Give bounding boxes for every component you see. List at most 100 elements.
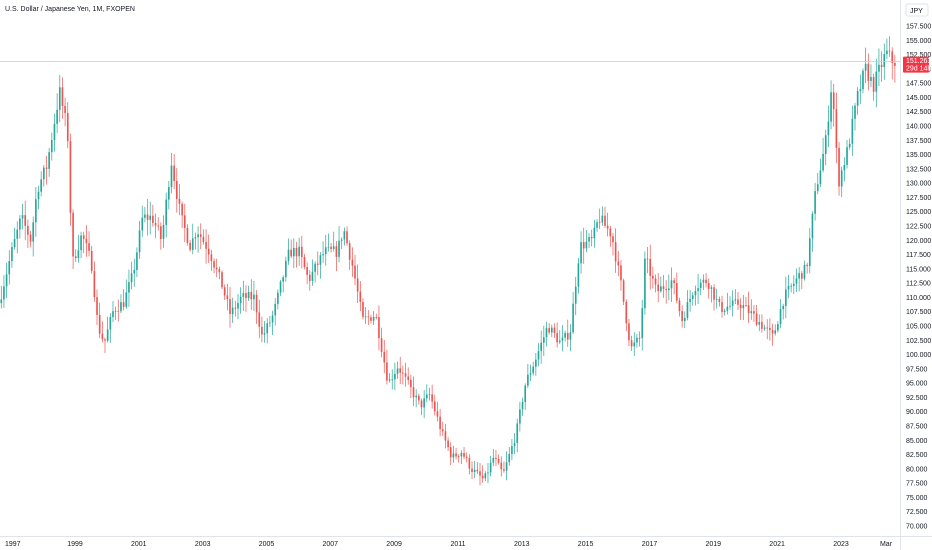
candle: [218, 266, 221, 280]
candle-body: [721, 302, 723, 313]
candle: [811, 211, 814, 252]
candle-body: [90, 250, 93, 272]
price-axis-tick-label: 100.000: [906, 352, 931, 359]
candle: [439, 408, 441, 437]
candle: [316, 251, 319, 276]
candle: [481, 465, 484, 483]
candle: [673, 277, 675, 295]
candle: [782, 303, 785, 320]
candle-body: [82, 235, 85, 239]
candle: [556, 322, 558, 348]
candle-body: [279, 281, 282, 293]
candle-body: [800, 273, 803, 279]
candle-body: [808, 238, 811, 267]
candle: [255, 290, 258, 324]
candle: [729, 296, 731, 310]
candle-body: [106, 329, 109, 341]
candle: [870, 64, 872, 88]
candle: [880, 51, 883, 82]
candle-body: [503, 469, 505, 471]
candle-body: [750, 311, 753, 314]
candle: [585, 230, 588, 253]
candle: [612, 232, 614, 256]
candle-body: [487, 472, 489, 474]
candle-body: [870, 77, 872, 81]
candle: [763, 324, 766, 331]
candle-body: [883, 54, 886, 67]
candle: [35, 186, 37, 237]
candle: [372, 311, 375, 325]
time-axis[interactable]: 1997 1999 2001 2003 2005 2007 2009 2011 2013 2015…: [5, 541, 893, 548]
candle-body: [561, 337, 564, 341]
candle: [85, 225, 88, 257]
candle: [548, 322, 550, 335]
candle-body: [378, 317, 380, 339]
price-axis-tick-label: 80.000: [906, 466, 928, 473]
candle-body: [689, 298, 691, 303]
candle-body: [766, 327, 769, 329]
price-axis[interactable]: 70.000 72.500 75.000 77.500 80.000 82.500 85.0…: [906, 24, 931, 531]
candle-body: [795, 278, 798, 284]
candle: [527, 363, 529, 389]
candle: [66, 102, 69, 149]
candle: [285, 256, 287, 282]
candle: [758, 314, 761, 332]
candle: [428, 387, 431, 401]
candle: [282, 275, 285, 293]
candle-body: [109, 317, 112, 330]
candle: [854, 102, 856, 131]
candle-body: [806, 264, 808, 267]
candle-body: [394, 373, 396, 380]
candle: [856, 87, 859, 115]
last-price-tag: 151.263 29d 14h: [903, 56, 931, 73]
candle: [378, 305, 380, 351]
candle-body: [199, 234, 202, 237]
candle: [308, 270, 311, 291]
candle: [582, 227, 585, 264]
candle-body: [524, 385, 527, 403]
price-axis-tick-label: 120.000: [906, 238, 931, 245]
candle-body: [670, 280, 673, 289]
candle-body: [93, 271, 96, 298]
price-axis-tick-label: 155.000: [906, 38, 931, 45]
candle-body: [609, 228, 612, 237]
candle: [191, 223, 194, 255]
candle: [45, 155, 48, 185]
candle-body: [511, 446, 513, 455]
candle: [27, 219, 29, 249]
candle: [375, 313, 378, 320]
candle: [300, 235, 303, 269]
candle-body: [707, 283, 710, 289]
candle-body: [691, 295, 694, 299]
candle-body: [774, 330, 777, 334]
candle-body: [598, 222, 601, 224]
candle: [808, 228, 811, 274]
candle: [886, 38, 888, 59]
candle: [638, 331, 641, 347]
candle-body: [253, 294, 255, 300]
price-axis-tick-label: 70.000: [906, 524, 928, 531]
candle: [152, 204, 154, 227]
candle: [835, 92, 838, 164]
candle: [311, 259, 314, 286]
candle-body: [282, 277, 285, 282]
candle-body: [596, 222, 598, 228]
candle-body: [835, 109, 838, 148]
candle-body: [213, 261, 215, 268]
candle: [641, 299, 644, 351]
candle: [803, 260, 806, 281]
candle-body: [362, 302, 364, 317]
currency-label[interactable]: JPY: [905, 3, 929, 17]
candle-body: [652, 275, 654, 279]
candle: [226, 283, 229, 311]
last-price-value: 151.263: [906, 58, 931, 65]
candle-body: [239, 296, 242, 303]
candle-body: [527, 374, 529, 386]
candle: [197, 226, 199, 253]
candle: [0, 286, 3, 309]
candle-body: [519, 409, 521, 424]
candle: [747, 291, 750, 324]
candle-body: [293, 247, 295, 257]
price-axis-tick-label: 127.500: [906, 195, 931, 202]
